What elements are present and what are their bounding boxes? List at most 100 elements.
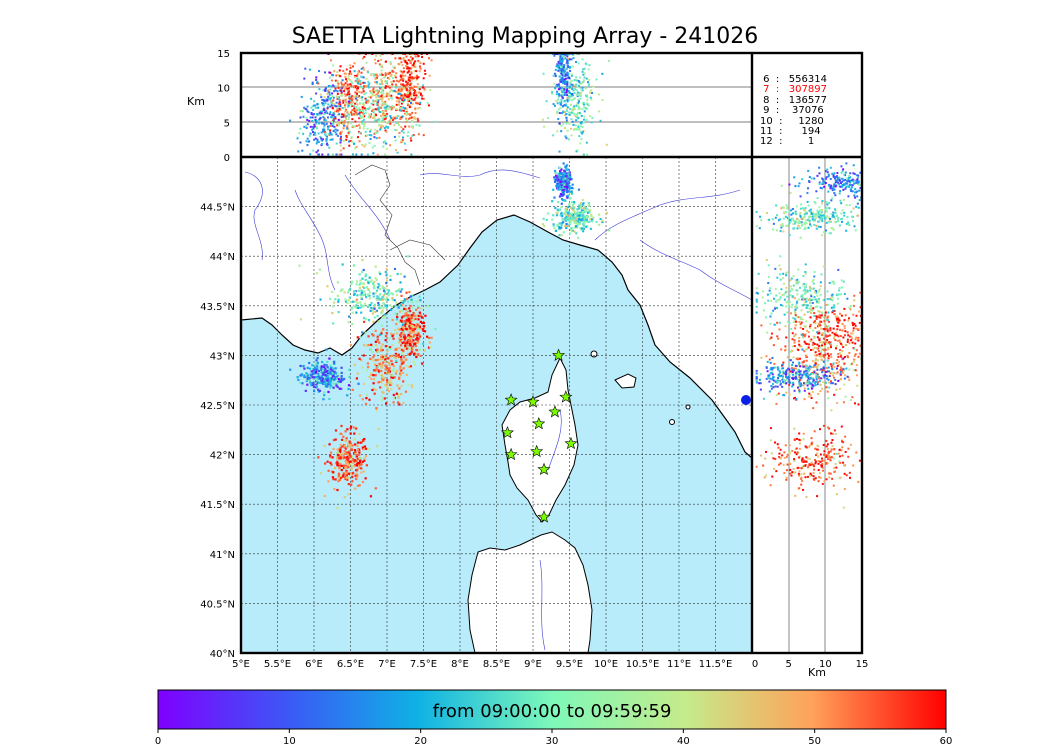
lightning-point: [381, 375, 384, 379]
lightning-point: [816, 383, 819, 386]
lightning-point: [560, 226, 563, 229]
lightning-point: [321, 138, 324, 141]
lightning-point: [828, 455, 831, 458]
lightning-point: [360, 289, 363, 292]
lightning-point: [409, 295, 413, 298]
lightning-point: [789, 279, 792, 282]
lightning-point: [337, 480, 340, 483]
lightning-point: [303, 367, 306, 370]
lightning-point: [567, 138, 570, 141]
lightning-point: [390, 292, 393, 295]
lightning-point: [803, 472, 806, 475]
lightning-point: [807, 346, 810, 349]
lightning-point: [824, 340, 827, 343]
lightning-point: [346, 102, 349, 105]
lightning-point: [572, 219, 575, 222]
lightning-point: [383, 127, 386, 130]
lightning-point: [315, 375, 318, 379]
lightning-point: [829, 363, 832, 366]
lightning-point: [359, 109, 362, 112]
lightning-point: [384, 287, 387, 290]
lightning-point: [566, 168, 569, 171]
lightning-point: [384, 60, 387, 63]
lightning-point: [331, 311, 334, 315]
lightning-point: [356, 73, 359, 76]
lightning-point: [326, 360, 329, 364]
lightning-point: [816, 359, 819, 362]
lightning-point: [370, 301, 373, 305]
lightning-point: [589, 227, 592, 230]
lightning-point: [360, 67, 363, 70]
lightning-point: [339, 454, 343, 457]
lightning-point: [335, 74, 338, 77]
lightning-point: [827, 357, 830, 360]
lightning-point: [383, 358, 387, 361]
lightning-point: [822, 337, 825, 340]
lightning-point: [832, 281, 835, 284]
lightning-point: [405, 314, 409, 317]
lightning-point: [389, 348, 392, 351]
lightning-point: [846, 356, 849, 359]
lightning-point: [400, 95, 403, 98]
corsica-island: [501, 356, 579, 523]
lightning-point: [347, 100, 350, 103]
lightning-point: [391, 104, 394, 107]
lightning-point: [827, 325, 830, 328]
lightning-point: [378, 63, 381, 66]
lightning-point: [795, 372, 798, 375]
lightning-point: [579, 206, 583, 209]
lightning-point: [426, 304, 430, 308]
lightning-point: [792, 467, 795, 470]
lightning-point: [410, 386, 413, 389]
lightning-point: [351, 322, 354, 325]
lightning-point: [569, 219, 573, 222]
lightning-point: [562, 56, 565, 59]
lightning-point: [363, 112, 366, 115]
lightning-point: [802, 384, 805, 387]
lightning-point: [404, 93, 407, 96]
lightning-point: [573, 230, 576, 233]
lightning-point: [368, 113, 371, 116]
lightning-point: [561, 74, 564, 77]
lightning-point: [785, 455, 788, 458]
lightning-point: [400, 141, 403, 144]
lightning-point: [829, 372, 832, 375]
lightning-point: [367, 343, 370, 347]
lightning-point: [815, 317, 818, 320]
lightning-point: [365, 464, 368, 467]
lightning-point: [340, 81, 343, 84]
lightning-point: [322, 116, 325, 119]
lightning-point: [391, 306, 394, 309]
lightning-point: [409, 338, 412, 341]
lightning-point: [771, 356, 774, 359]
lightning-point: [380, 364, 383, 367]
lightning-point: [406, 300, 410, 303]
lightning-point: [394, 352, 398, 356]
lightning-point: [364, 477, 367, 480]
lightning-point: [784, 345, 787, 348]
lightning-point: [349, 83, 352, 86]
lightning-point: [332, 305, 335, 308]
lightning-point: [834, 462, 837, 465]
lightning-point: [340, 457, 344, 460]
lightning-point: [399, 92, 402, 95]
lightning-point: [401, 85, 404, 88]
lightning-point: [558, 92, 561, 95]
lightning-point: [837, 268, 840, 271]
lightning-point: [560, 206, 563, 209]
lightning-point: [587, 204, 590, 207]
lightning-point: [391, 335, 394, 338]
lightning-point: [397, 92, 400, 95]
lightning-point: [572, 106, 575, 109]
lightning-point: [778, 380, 781, 383]
lightning-point: [567, 172, 570, 175]
lightning-point: [783, 372, 786, 375]
lightning-point: [570, 227, 573, 230]
lightning-point: [576, 149, 579, 152]
lightning-point: [838, 348, 841, 351]
lightning-point: [407, 255, 410, 258]
lightning-point: [361, 398, 364, 401]
lightning-point: [306, 383, 309, 386]
lightning-point: [556, 176, 559, 179]
lightning-point: [377, 298, 380, 301]
